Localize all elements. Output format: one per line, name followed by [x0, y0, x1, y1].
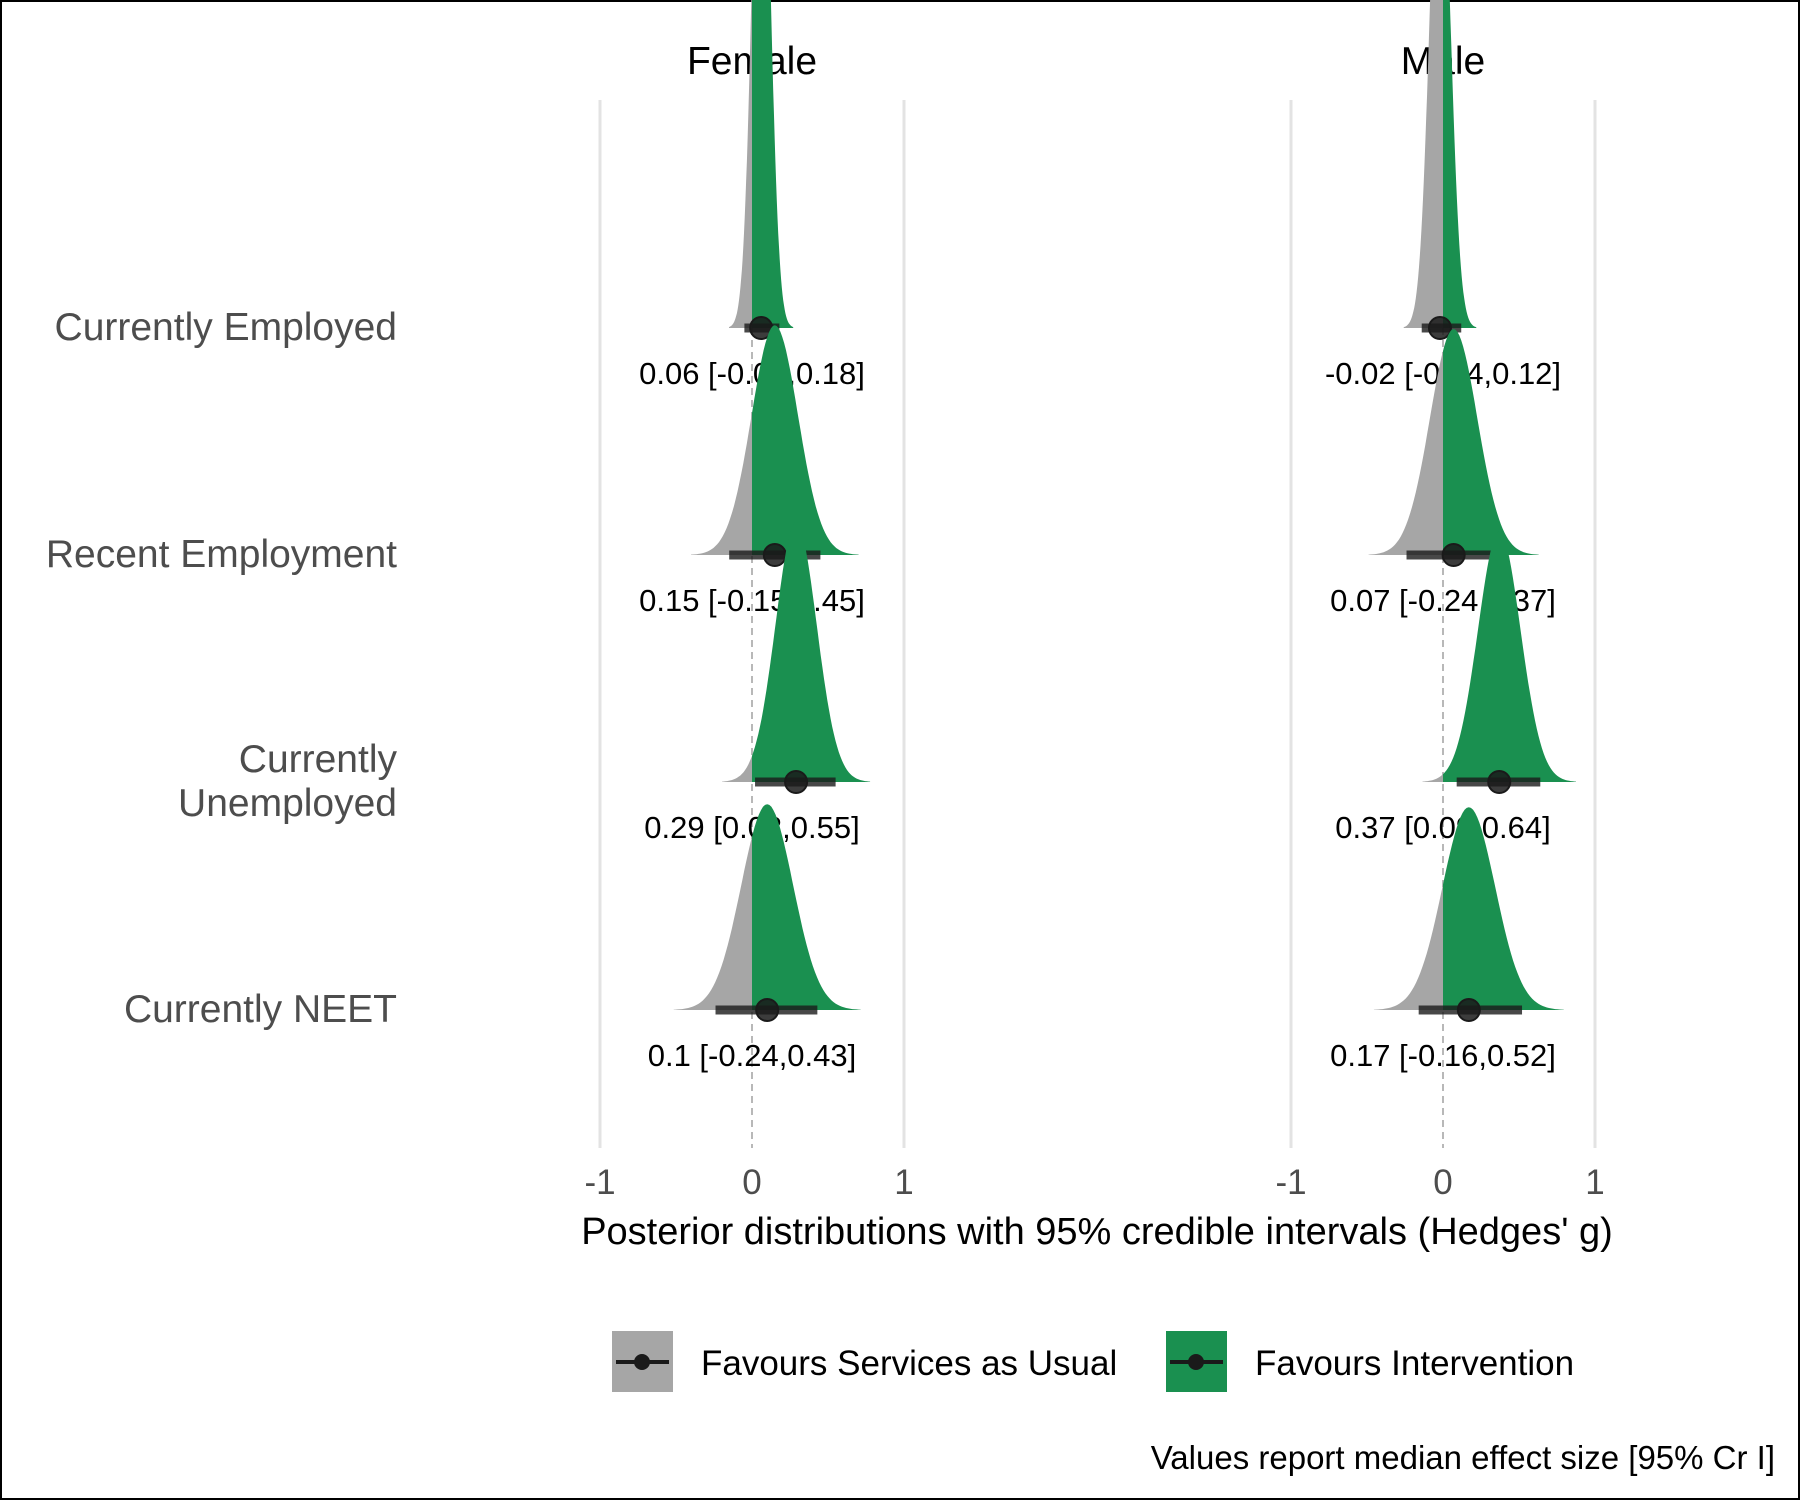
x-tick-label: -1 — [584, 1163, 615, 1202]
density-favours-intervention — [752, 521, 871, 782]
x-tick-label: -1 — [1275, 1163, 1306, 1202]
legend: Favours Services as Usual Favours Interv… — [612, 1331, 1574, 1392]
value-label: 0.15 [-0.15,0.45] — [639, 583, 865, 618]
value-label: 0.07 [-0.24,0.37] — [1330, 583, 1556, 618]
row-female-currently-neet: 0.1 [-0.24,0.43] — [648, 804, 861, 1073]
median-point — [762, 543, 787, 567]
legend-label-sau: Favours Services as Usual — [701, 1344, 1117, 1383]
x-tick-label: 0 — [1433, 1163, 1452, 1202]
median-point — [1427, 316, 1452, 340]
density-favours-sau — [1368, 350, 1443, 555]
x-tick-label: 1 — [1585, 1163, 1604, 1202]
density-favours-sau — [1403, 0, 1443, 328]
y-category-label: Currently — [239, 738, 398, 781]
x-axis-title: Posterior distributions with 95% credibl… — [581, 1211, 1613, 1253]
density-favours-intervention — [752, 325, 859, 555]
density-favours-intervention — [752, 0, 794, 328]
density-favours-intervention — [1443, 0, 1477, 328]
y-category-label: Unemployed — [178, 782, 397, 825]
row-male-currently-unemployed: 0.37 [0.09,0.64] — [1335, 531, 1576, 845]
density-favours-intervention — [1443, 807, 1564, 1010]
median-point — [755, 998, 780, 1022]
density-favours-sau — [691, 413, 752, 555]
row-male-recent-employment: 0.07 [-0.24,0.37] — [1330, 329, 1556, 618]
legend-key-intervention-point — [1188, 1354, 1204, 1370]
density-favours-intervention — [1443, 531, 1576, 782]
legend-key-sau-point — [634, 1354, 650, 1370]
chart-caption: Values report median effect size [95% Cr… — [1151, 1439, 1775, 1476]
density-favours-sau — [729, 0, 752, 328]
median-point — [784, 770, 809, 794]
legend-label-intervention: Favours Intervention — [1255, 1344, 1574, 1383]
value-label: 0.06 [-0.05,0.18] — [639, 356, 865, 391]
x-tick-label: 1 — [894, 1163, 913, 1202]
density-favours-sau — [1373, 884, 1443, 1010]
y-category-label: Recent Employment — [46, 533, 397, 576]
median-point — [1487, 770, 1512, 794]
x-tick-label: 0 — [742, 1163, 761, 1202]
median-point — [1441, 543, 1466, 567]
value-label: 0.17 [-0.16,0.52] — [1330, 1038, 1556, 1073]
panel-male: Male-101-0.02 [-0.14,0.12]0.07 [-0.24,0.… — [1275, 0, 1605, 1202]
row-male-currently-neet: 0.17 [-0.16,0.52] — [1330, 807, 1564, 1073]
density-favours-sau — [722, 755, 752, 782]
row-female-currently-employed: 0.06 [-0.05,0.18] — [639, 0, 865, 391]
density-favours-sau — [673, 836, 752, 1010]
y-category-label: Currently Employed — [55, 306, 397, 349]
density-favours-sau — [1422, 774, 1443, 782]
y-category-label: Currently NEET — [124, 988, 397, 1031]
y-axis-labels: Currently Employed Recent Employment Curre… — [46, 306, 398, 1031]
value-label: 0.1 [-0.24,0.43] — [648, 1038, 857, 1073]
density-favours-intervention — [1443, 329, 1539, 555]
median-point — [1456, 998, 1481, 1022]
density-favours-intervention — [752, 804, 861, 1010]
value-label: 0.37 [0.09,0.64] — [1335, 810, 1550, 845]
